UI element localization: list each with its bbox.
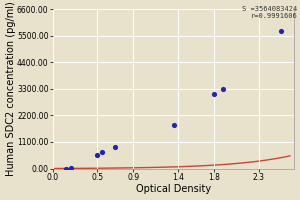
Point xyxy=(68,166,73,169)
Point xyxy=(220,87,225,90)
Text: S =3564083424
r=0.9991606: S =3564083424 r=0.9991606 xyxy=(242,6,297,19)
Point xyxy=(100,150,104,153)
Point xyxy=(95,154,100,157)
Point xyxy=(113,145,118,148)
Point xyxy=(64,167,69,170)
X-axis label: Optical Density: Optical Density xyxy=(136,184,211,194)
Point xyxy=(279,29,283,32)
Point xyxy=(171,123,176,127)
Point xyxy=(212,92,216,95)
Y-axis label: Human SDC2 concentration (pg/ml): Human SDC2 concentration (pg/ml) xyxy=(6,1,16,176)
